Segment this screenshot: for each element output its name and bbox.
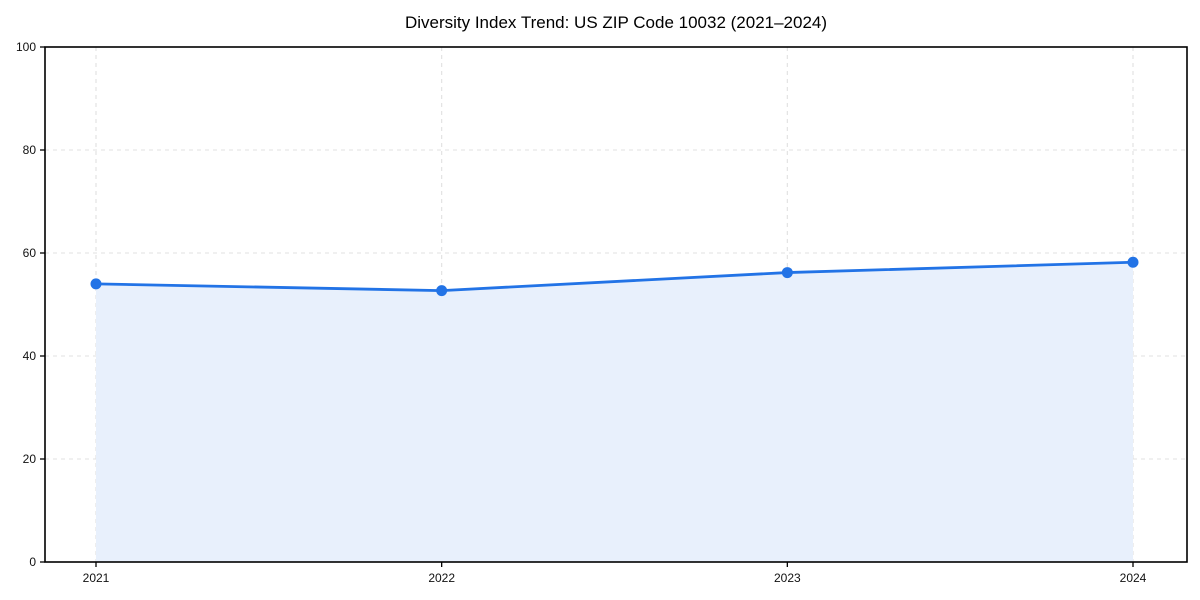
x-tick-label: 2023	[774, 571, 801, 585]
y-tick-label: 40	[23, 349, 37, 363]
data-point	[781, 267, 793, 279]
chart-title: Diversity Index Trend: US ZIP Code 10032…	[404, 13, 828, 32]
plot-border	[44, 46, 1188, 563]
y-axis: 0 20 40 60 80 100	[16, 40, 45, 569]
data-point	[1127, 256, 1139, 268]
data-point	[436, 285, 448, 297]
x-axis: 2021 2022 2023 2024	[83, 562, 1147, 585]
trend-line	[94, 260, 1135, 292]
y-tick-label: 0	[29, 555, 36, 569]
x-tick-label: 2021	[83, 571, 110, 585]
y-tick-label: 100	[16, 40, 36, 54]
data-points	[90, 256, 1139, 297]
x-tick-label: 2024	[1120, 571, 1147, 585]
area-fill	[96, 262, 1133, 562]
y-tick-label: 20	[23, 452, 37, 466]
x-tick-label: 2022	[428, 571, 455, 585]
y-tick-label: 60	[23, 246, 37, 260]
y-tick-label: 80	[23, 143, 37, 157]
data-point	[90, 278, 102, 290]
